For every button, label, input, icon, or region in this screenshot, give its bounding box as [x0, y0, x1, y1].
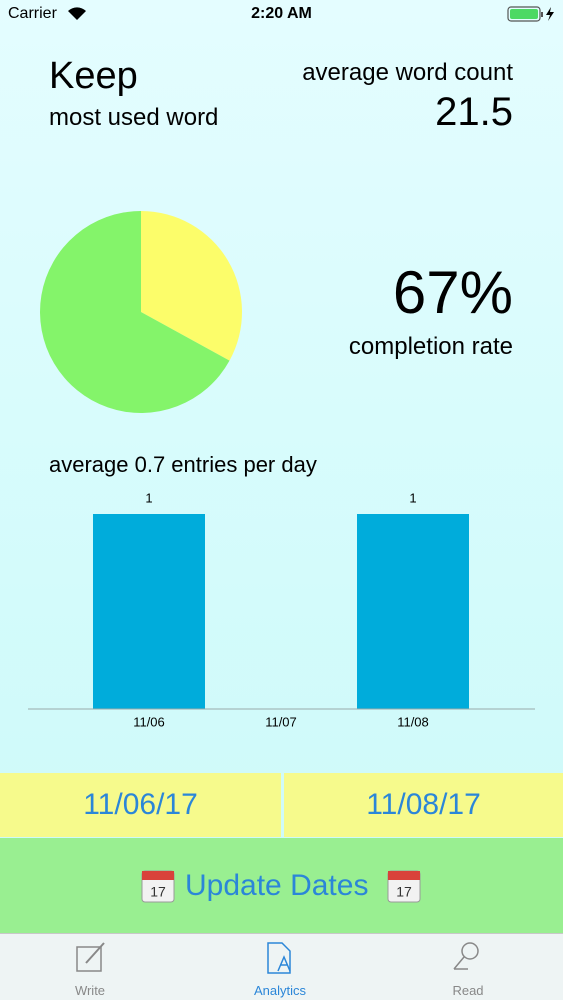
end-date: 11/08/17	[366, 788, 481, 821]
start-date-button[interactable]	[0, 773, 281, 837]
calendar-icon: 17	[387, 870, 421, 903]
tab-icon[interactable]	[264, 941, 298, 977]
battery-icon	[507, 6, 554, 22]
pie-slice	[141, 211, 243, 361]
clock: 2:20 AM	[251, 5, 312, 22]
pie-slice	[40, 211, 230, 414]
completion-rate: 67%	[392, 259, 513, 326]
end-date-button[interactable]	[284, 773, 563, 837]
charts: average 0.7 entries per day 1 11/06 11/07 1…	[28, 211, 535, 729]
bar	[357, 514, 469, 709]
tab-icon[interactable]	[452, 941, 486, 977]
tab-label[interactable]: Read	[452, 983, 484, 998]
most-used-word-label: most used word	[49, 104, 219, 131]
completion-rate-label: completion rate	[348, 333, 513, 360]
svg-text:17: 17	[396, 884, 412, 900]
wifi-icon	[68, 7, 86, 21]
tab-icon[interactable]	[74, 941, 108, 977]
bar-value-label: 1	[145, 490, 152, 505]
x-tick-label: 11/06	[133, 714, 165, 729]
update-dates-label: Update Dates	[185, 869, 369, 902]
x-tick-label: 11/07	[265, 714, 297, 729]
bar-value-label: 1	[409, 490, 416, 505]
calendar-icon: 17	[141, 870, 175, 903]
average-word-count: 21.5	[435, 90, 513, 134]
average-word-count-label: average word count	[302, 59, 513, 86]
x-tick-label: 11/08	[397, 714, 429, 729]
bar	[93, 514, 205, 709]
carrier: Carrier	[8, 5, 57, 22]
tab-bar	[0, 933, 563, 1000]
svg-text:17: 17	[150, 884, 166, 900]
tab-label[interactable]: Analytics	[253, 983, 307, 998]
start-date: 11/06/17	[83, 788, 198, 821]
update-dates-button[interactable]	[0, 838, 563, 933]
tab-label[interactable]: Write	[74, 983, 106, 998]
bar-chart-title: average 0.7 entries per day	[49, 452, 317, 477]
most-used-word: Keep	[49, 55, 138, 97]
